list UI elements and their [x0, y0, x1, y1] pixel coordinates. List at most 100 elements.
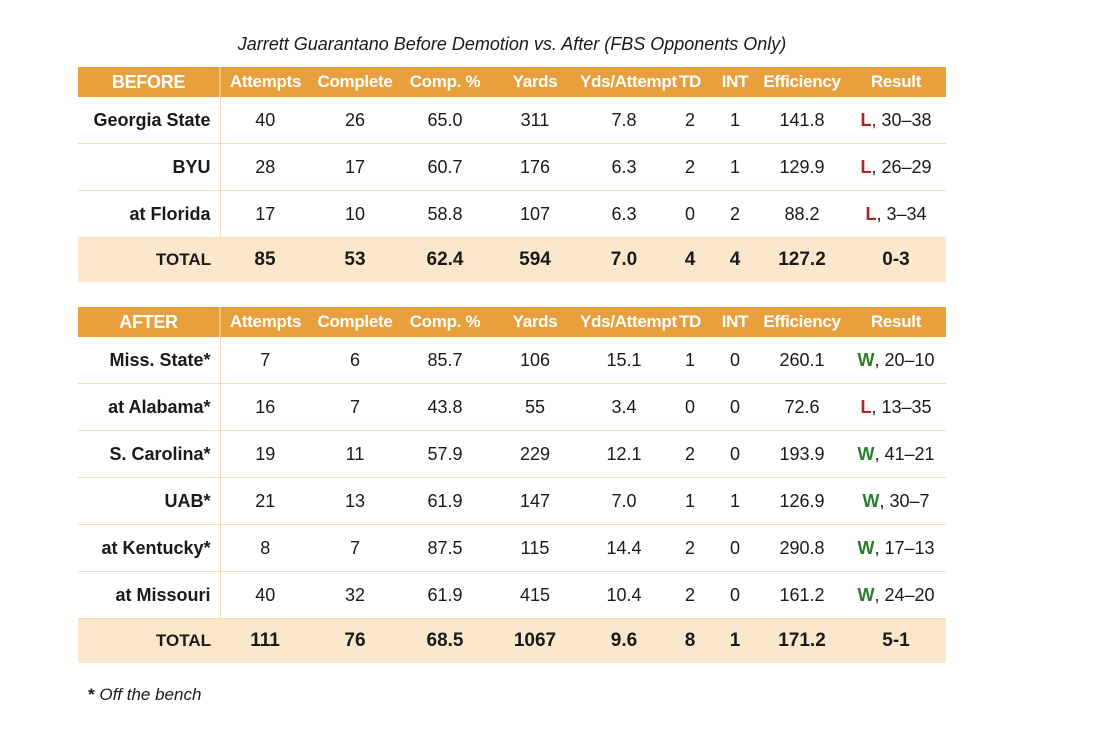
int-cell: 1 — [712, 97, 758, 144]
footnote-text: Off the bench — [99, 685, 202, 704]
score-text: , 30–38 — [871, 109, 932, 130]
col-td: TD — [668, 67, 712, 97]
comp-pct-cell: 58.8 — [400, 190, 490, 238]
score-text: , 41–21 — [874, 443, 935, 464]
int-cell: 1 — [712, 477, 758, 525]
yds-attempt-cell: 10.4 — [580, 571, 668, 619]
yards-cell: 115 — [490, 524, 580, 572]
yds-attempt-cell: 3.4 — [580, 383, 668, 431]
total-result-cell: 5-1 — [846, 618, 946, 663]
total-yds-attempt-cell: 7.0 — [580, 237, 668, 282]
score-text: , 26–29 — [871, 156, 932, 177]
td-cell: 2 — [668, 571, 712, 619]
efficiency-cell: 193.9 — [758, 430, 846, 478]
score-text: , 24–20 — [874, 584, 935, 605]
table-row: Georgia State 40 26 65.0 311 7.8 2 1 141.8 L, 30–… — [78, 97, 946, 144]
complete-cell: 17 — [310, 143, 400, 191]
opponent-cell: BYU — [78, 143, 221, 191]
complete-cell: 7 — [310, 524, 400, 572]
total-int-cell: 1 — [712, 618, 758, 663]
win-loss-mark: W — [857, 584, 875, 605]
efficiency-cell: 141.8 — [758, 97, 846, 144]
yards-cell: 311 — [490, 97, 580, 144]
after-section-label: AFTER — [78, 307, 221, 337]
comp-pct-cell: 43.8 — [400, 383, 490, 431]
yards-cell: 107 — [490, 190, 580, 238]
result-cell: W, 30–7 — [846, 477, 946, 525]
opponent-cell: S. Carolina* — [78, 430, 221, 478]
col-result: Result — [846, 307, 946, 337]
total-yards-cell: 1067 — [490, 618, 580, 663]
col-attempts: Attempts — [220, 307, 310, 337]
complete-cell: 26 — [310, 97, 400, 144]
td-cell: 2 — [668, 143, 712, 191]
score-text: , 20–10 — [874, 349, 935, 370]
yds-attempt-cell: 15.1 — [580, 337, 668, 384]
yards-cell: 176 — [490, 143, 580, 191]
attempts-cell: 28 — [220, 143, 310, 191]
attempts-cell: 21 — [220, 477, 310, 525]
after-table: AFTER Attempts Complete Comp. % Yards Yd… — [78, 307, 946, 663]
total-efficiency-cell: 171.2 — [758, 618, 846, 663]
complete-cell: 11 — [310, 430, 400, 478]
win-loss-mark: W — [862, 490, 880, 511]
comp-pct-cell: 60.7 — [400, 143, 490, 191]
total-efficiency-cell: 127.2 — [758, 237, 846, 282]
attempts-cell: 7 — [220, 337, 310, 384]
yds-attempt-cell: 12.1 — [580, 430, 668, 478]
win-loss-mark: L — [860, 109, 872, 130]
td-cell: 1 — [668, 477, 712, 525]
before-table: BEFORE Attempts Complete Comp. % Yards Y… — [78, 67, 946, 282]
td-cell: 2 — [668, 524, 712, 572]
after-header-row: AFTER Attempts Complete Comp. % Yards Yd… — [78, 307, 946, 337]
win-loss-mark: W — [857, 443, 875, 464]
total-attempts-cell: 111 — [220, 618, 310, 663]
col-result: Result — [846, 67, 946, 97]
result-cell: L, 3–34 — [846, 190, 946, 238]
yds-attempt-cell: 14.4 — [580, 524, 668, 572]
opponent-cell: Georgia State — [78, 97, 221, 144]
before-section-label: BEFORE — [78, 67, 221, 97]
opponent-cell: UAB* — [78, 477, 221, 525]
col-yds-attempt: Yds/Attempt — [580, 307, 677, 337]
total-yds-attempt-cell: 9.6 — [580, 618, 668, 663]
yds-attempt-cell: 6.3 — [580, 143, 668, 191]
complete-cell: 13 — [310, 477, 400, 525]
yards-cell: 229 — [490, 430, 580, 478]
yards-cell: 147 — [490, 477, 580, 525]
total-yards-cell: 594 — [490, 237, 580, 282]
efficiency-cell: 88.2 — [758, 190, 846, 238]
opponent-cell: at Missouri — [78, 571, 221, 619]
col-complete: Complete — [310, 307, 400, 337]
yards-cell: 55 — [490, 383, 580, 431]
table-row: BYU 28 17 60.7 176 6.3 2 1 129.9 L, 26–29 — [78, 143, 946, 191]
efficiency-cell: 290.8 — [758, 524, 846, 572]
col-comp-pct: Comp. % — [400, 67, 490, 97]
table-row: at Florida 17 10 58.8 107 6.3 0 2 88.2 L, 3–34 — [78, 190, 946, 238]
int-cell: 0 — [712, 383, 758, 431]
result-cell: W, 24–20 — [846, 571, 946, 619]
td-cell: 1 — [668, 337, 712, 384]
result-cell: W, 20–10 — [846, 337, 946, 384]
yds-attempt-cell: 7.0 — [580, 477, 668, 525]
win-loss-mark: W — [857, 537, 875, 558]
result-cell: L, 30–38 — [846, 97, 946, 144]
complete-cell: 7 — [310, 383, 400, 431]
comp-pct-cell: 87.5 — [400, 524, 490, 572]
footnote-star: * — [88, 685, 95, 704]
before-header-row: BEFORE Attempts Complete Comp. % Yards Y… — [78, 67, 946, 97]
result-cell: W, 17–13 — [846, 524, 946, 572]
efficiency-cell: 161.2 — [758, 571, 846, 619]
score-text: , 17–13 — [874, 537, 935, 558]
efficiency-cell: 260.1 — [758, 337, 846, 384]
td-cell: 0 — [668, 383, 712, 431]
score-text: , 13–35 — [871, 396, 932, 417]
total-attempts-cell: 85 — [220, 237, 310, 282]
total-result-cell: 0-3 — [846, 237, 946, 282]
int-cell: 0 — [712, 571, 758, 619]
col-td: TD — [668, 307, 712, 337]
col-yards: Yards — [490, 307, 580, 337]
score-text: , 30–7 — [879, 490, 930, 511]
int-cell: 0 — [712, 337, 758, 384]
efficiency-cell: 129.9 — [758, 143, 846, 191]
